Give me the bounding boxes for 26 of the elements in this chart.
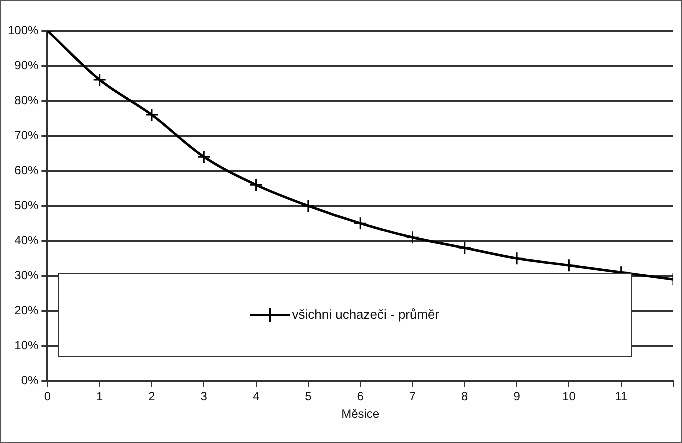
x-tick-label: 4	[252, 390, 260, 404]
x-tick-label: 6	[357, 390, 364, 404]
y-tick-label: 100%	[8, 23, 40, 38]
x-tick-label: 0	[44, 390, 52, 404]
y-tick-label: 90%	[14, 58, 40, 72]
x-axis-title: Měsice	[342, 407, 380, 422]
x-tick-label: 2	[148, 390, 156, 404]
x-tick-label: 3	[200, 390, 208, 404]
x-tick-label: 1	[96, 390, 104, 404]
y-tick-label: 0%	[21, 374, 40, 388]
y-tick-label: 80%	[14, 93, 40, 108]
x-tick-label: 7	[409, 390, 416, 404]
legend-box: všichni uchazeči - průměr	[58, 272, 632, 357]
y-tick-label: 70%	[14, 128, 40, 142]
x-tick-label: 10	[562, 390, 576, 404]
y-tick-label: 50%	[14, 198, 40, 212]
y-tick-label: 40%	[14, 233, 40, 248]
x-tick-label: 5	[305, 390, 312, 404]
legend-label: všichni uchazeči - průměr	[292, 307, 440, 322]
x-tick-label: 9	[514, 390, 521, 404]
y-tick-label: 10%	[14, 338, 40, 352]
y-tick-label: 30%	[14, 268, 40, 282]
y-tick-label: 60%	[14, 163, 40, 178]
x-tick-label: 8	[462, 390, 469, 404]
y-tick-label: 20%	[14, 303, 40, 318]
x-tick-label: 11	[615, 390, 628, 404]
